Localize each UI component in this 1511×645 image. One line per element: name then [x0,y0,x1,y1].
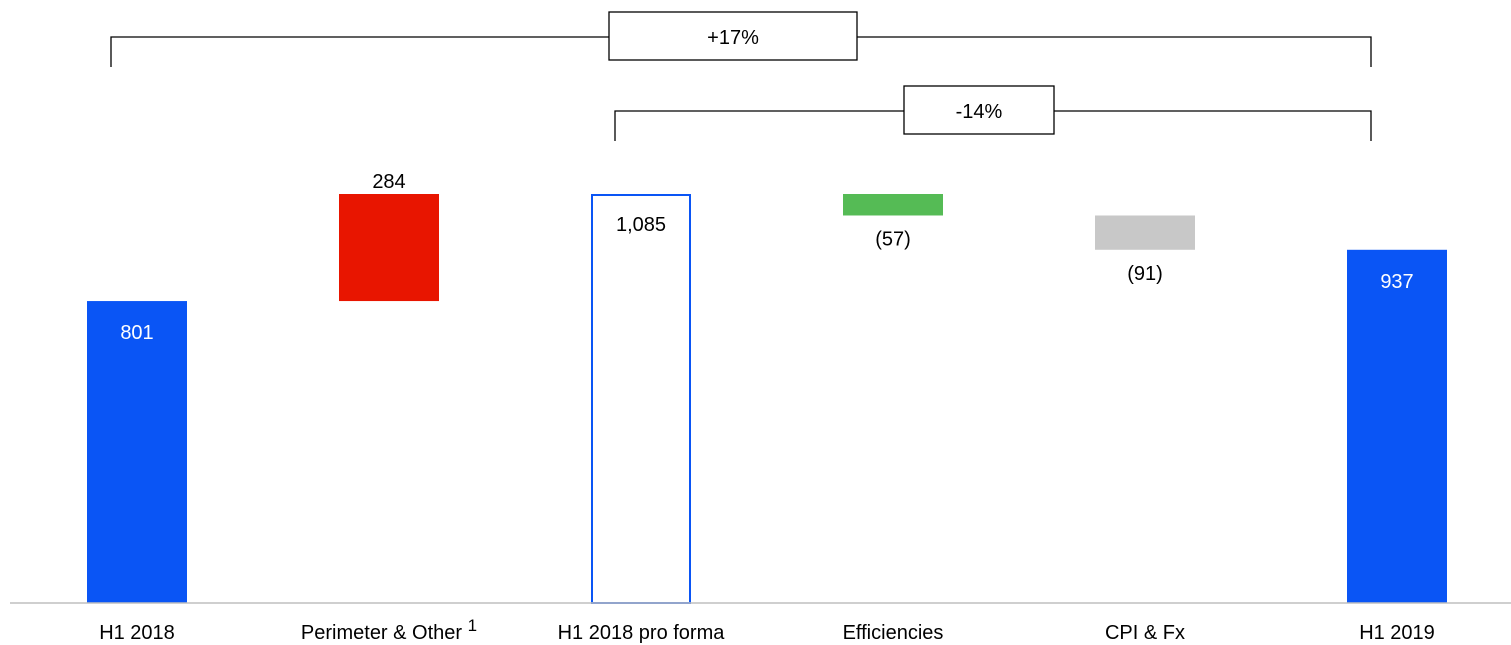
bar-h1-2019 [1347,249,1447,603]
bar-cpi-fx [1095,215,1195,250]
category-label-h1-2019: H1 2019 [1359,622,1435,644]
brackets-layer: +17% -14% [110,11,1372,141]
bar-h1-2018-pro-forma [591,194,691,604]
bracket-label-box [903,85,1055,135]
value-label-efficiencies: (57) [875,228,911,250]
category-label-cpi-fx: CPI & Fx [1105,622,1185,644]
bar-perimeter-other [339,194,439,302]
value-label-perimeter-other: 284 [372,171,405,193]
bars-layer: 801 284 1,085 (57) (91) 937 [87,171,1447,604]
footnote-marker: 1 [468,616,477,635]
category-label-h1-2018: H1 2018 [99,622,175,644]
value-label-h1-2018: 801 [120,322,153,344]
bracket-proforma: -14% [614,85,1372,141]
category-label-efficiencies: Efficiencies [843,622,944,644]
bracket-label: +17% [707,27,759,49]
bar-efficiencies [843,194,943,216]
value-label-h1-2018-pro-forma: 1,085 [616,214,666,236]
bar-h1-2018 [87,301,187,603]
bracket-overall: +17% [110,11,1372,67]
value-label-cpi-fx: (91) [1127,263,1163,285]
bracket-label: -14% [956,101,1003,123]
category-labels-layer: H1 2018 Perimeter & Other 1 H1 2018 pro fo… [99,616,1435,644]
category-label-perimeter-other: Perimeter & Other 1 [301,616,477,644]
value-label-h1-2019: 937 [1380,271,1413,293]
bracket-label-box [608,11,858,61]
category-label-h1-2018-pro-forma: H1 2018 pro forma [558,622,726,644]
